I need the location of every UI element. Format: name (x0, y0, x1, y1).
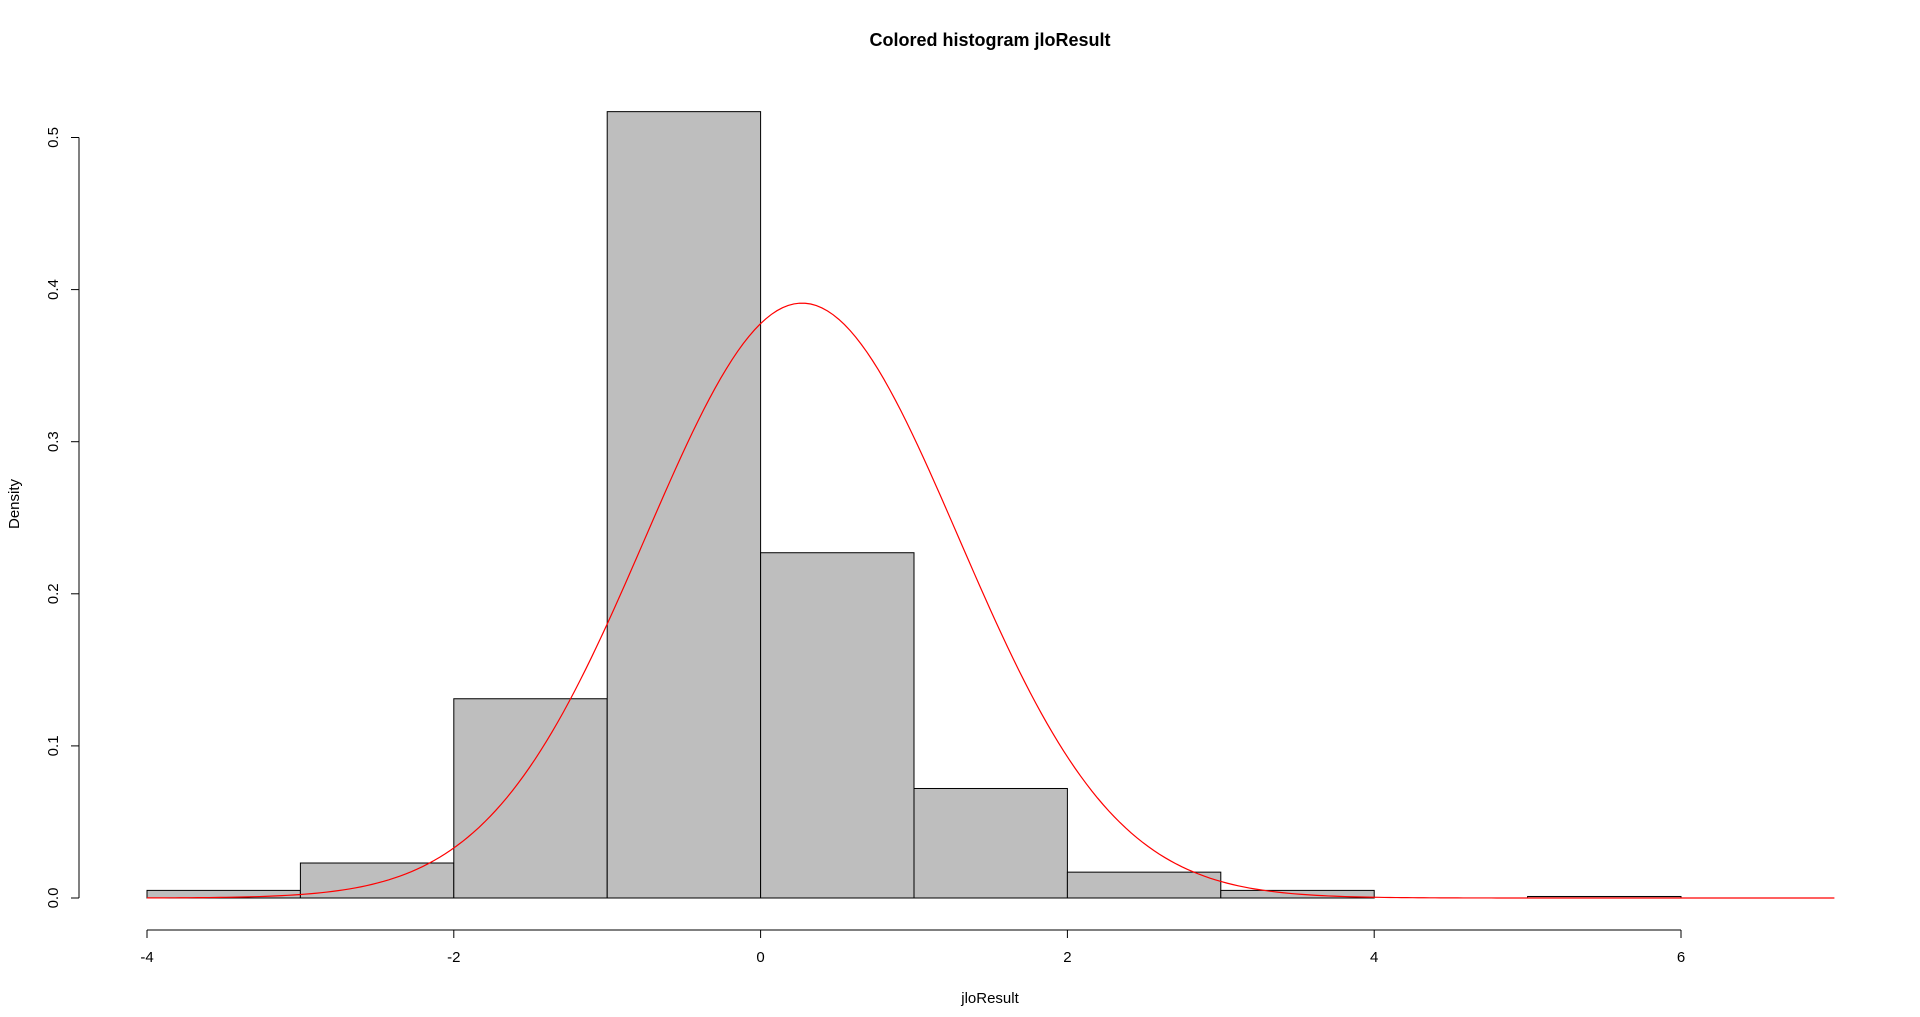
histogram-bar (1066, 871, 1222, 899)
x-axis: -4 -2 0 2 4 6 (140, 929, 1685, 966)
histogram-bars (146, 111, 1682, 899)
y-tick-label: 0.4 (45, 279, 62, 300)
histogram-bar (606, 111, 762, 899)
density-curve (146, 302, 1835, 899)
y-tick-label: 0.1 (45, 735, 62, 756)
chart-title: Colored histogram jloResult (869, 30, 1110, 50)
x-tick-label: 2 (1063, 949, 1071, 966)
x-tick-label: 6 (1677, 949, 1685, 966)
x-tick-label: -4 (140, 949, 153, 966)
x-tick-label: 0 (756, 949, 764, 966)
y-tick-label: 0.3 (45, 431, 62, 452)
x-axis-label: jloResult (960, 990, 1019, 1007)
x-tick-label: 4 (1370, 949, 1378, 966)
y-axis-label: Density (6, 478, 23, 529)
x-tick-label: -2 (447, 949, 460, 966)
y-tick-label: 0.5 (45, 127, 62, 148)
histogram-bar (913, 787, 1068, 899)
y-axis: 0.0 0.1 0.2 0.3 0.4 0.5 (45, 127, 80, 909)
y-tick-label: 0.0 (45, 888, 62, 909)
histogram-bar (760, 552, 915, 899)
histogram-bar (453, 698, 608, 899)
y-tick-label: 0.2 (45, 583, 62, 604)
